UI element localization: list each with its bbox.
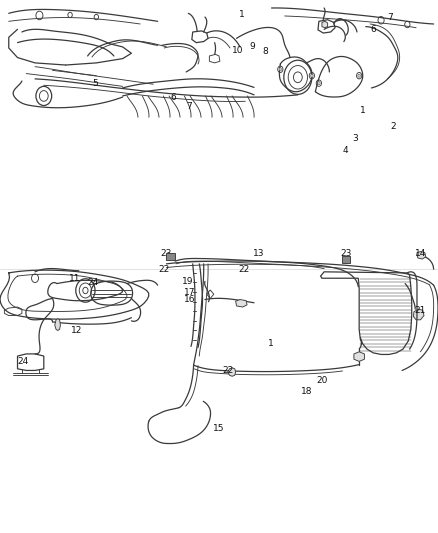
Polygon shape: [236, 300, 247, 307]
Circle shape: [358, 74, 360, 77]
Polygon shape: [354, 352, 364, 361]
Polygon shape: [166, 253, 175, 260]
Text: 7: 7: [186, 102, 192, 111]
Text: 16: 16: [184, 295, 195, 304]
Text: 9: 9: [249, 43, 255, 51]
Text: 1: 1: [239, 11, 245, 19]
Text: 7: 7: [387, 13, 393, 21]
Circle shape: [279, 68, 282, 71]
Text: 10: 10: [232, 46, 244, 55]
Text: 22: 22: [159, 265, 170, 274]
Text: 18: 18: [301, 387, 312, 396]
Text: 24: 24: [17, 357, 28, 366]
Text: 14: 14: [415, 249, 426, 257]
Polygon shape: [413, 309, 424, 320]
Text: 2: 2: [391, 123, 396, 131]
Circle shape: [311, 74, 313, 77]
Polygon shape: [228, 368, 236, 376]
Text: 17: 17: [184, 288, 195, 296]
Text: 24: 24: [87, 278, 99, 287]
Text: 6: 6: [371, 26, 377, 34]
Text: 1: 1: [360, 106, 366, 115]
Text: 4: 4: [343, 146, 348, 155]
Polygon shape: [55, 319, 60, 330]
Bar: [0, 0, 438, 269]
Text: 23: 23: [340, 249, 352, 257]
Text: 8: 8: [262, 47, 268, 55]
Text: 1: 1: [268, 340, 274, 348]
Circle shape: [318, 82, 320, 85]
Text: 22: 22: [222, 366, 233, 375]
Text: 22: 22: [239, 265, 250, 274]
Text: 6: 6: [170, 93, 176, 101]
Text: 5: 5: [92, 79, 99, 88]
Polygon shape: [417, 252, 426, 259]
Polygon shape: [322, 21, 328, 28]
Text: 23: 23: [161, 249, 172, 257]
Text: 20: 20: [316, 376, 328, 385]
Polygon shape: [342, 256, 350, 263]
Text: 11: 11: [69, 274, 80, 282]
Text: 3: 3: [352, 134, 358, 143]
Text: 19: 19: [182, 278, 193, 286]
Text: 21: 21: [415, 306, 426, 314]
Text: 15: 15: [213, 424, 225, 433]
Text: 12: 12: [71, 326, 82, 335]
Text: 13: 13: [253, 249, 264, 257]
